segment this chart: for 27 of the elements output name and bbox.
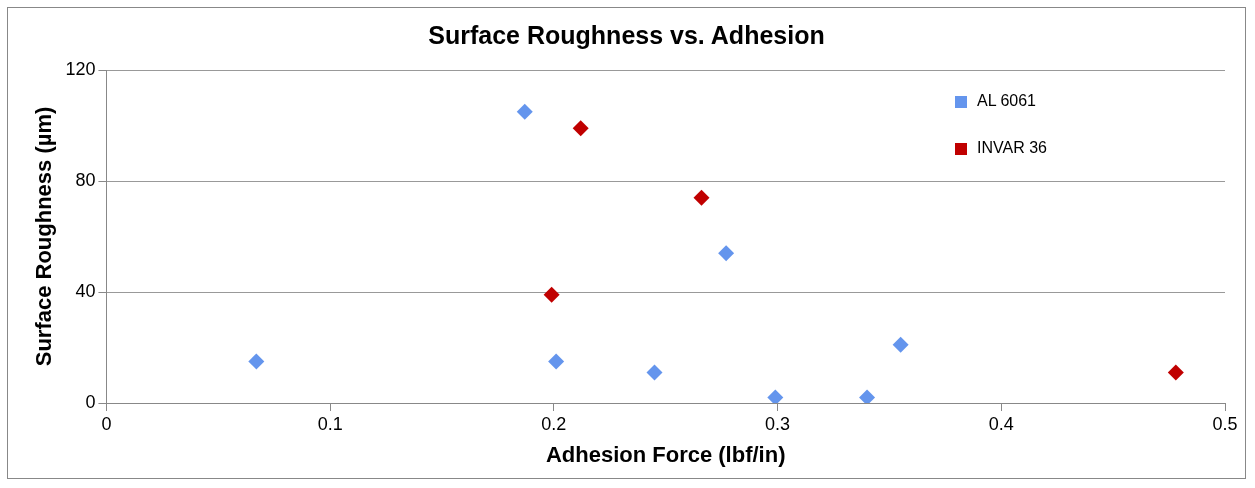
point [543, 286, 560, 303]
point [248, 353, 265, 370]
y-tick-label: 120 [65, 58, 96, 79]
x-axis-title: Adhesion Force (lbf/in) [545, 441, 786, 467]
point [767, 389, 784, 403]
point [516, 103, 533, 120]
chart-title: Surface Roughness vs. Adhesion [428, 20, 825, 49]
y-tick-label: 80 [75, 169, 96, 190]
legend-label: INVAR 36 [977, 139, 1048, 157]
point [572, 120, 589, 137]
y-axis-title: Surface Roughness (µm) [31, 106, 57, 367]
x-tick-label: 0.3 [765, 413, 791, 434]
x-tick-label: 0.5 [1212, 413, 1238, 434]
x-tick-label: 0 [101, 413, 112, 434]
x-tick-label: 0.4 [988, 413, 1014, 434]
point [718, 245, 735, 262]
point [646, 364, 663, 381]
y-tick-label: 40 [75, 280, 96, 301]
point [548, 353, 565, 370]
point [1167, 364, 1184, 381]
x-tick-label: 0.2 [541, 413, 567, 434]
x-tick-label: 0.1 [317, 413, 343, 434]
point [892, 336, 909, 353]
y-tick-label: 0 [85, 391, 96, 412]
point [693, 189, 710, 206]
point [859, 389, 876, 403]
legend-label: AL 6061 [977, 92, 1037, 110]
